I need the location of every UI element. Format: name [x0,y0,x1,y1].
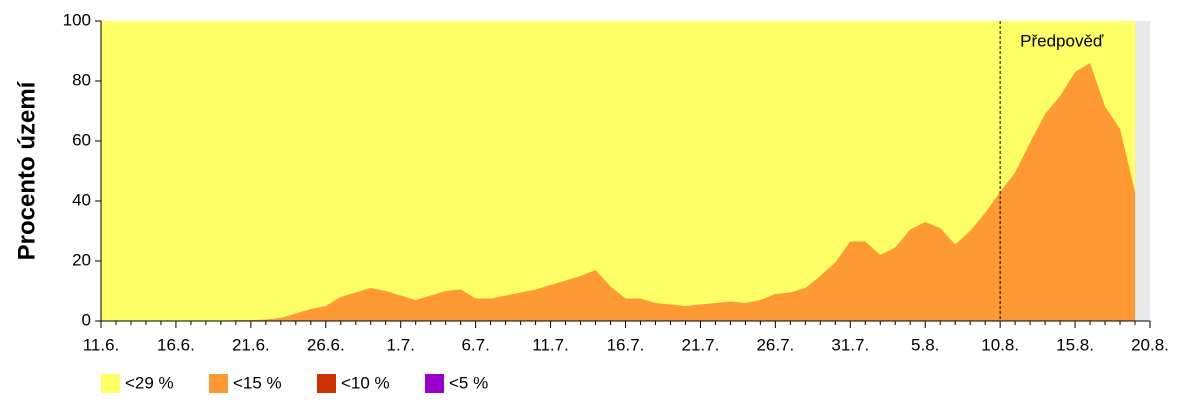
x-tick-label: 10.8. [981,335,1019,354]
legend-swatch [425,374,444,393]
x-tick-label: 1.7. [387,335,415,354]
y-tick-label: 0 [82,310,91,329]
x-tick-label: 5.8. [911,335,939,354]
y-tick-label: 80 [72,70,91,89]
y-tick-label: 20 [72,250,91,269]
area [101,21,1136,321]
x-tick-label: 11.7. [532,335,569,354]
forecast-label: Předpověď [1020,31,1104,50]
legend-swatch [317,374,336,393]
legend-label: <5 % [449,373,488,392]
x-tick-label: 31.7. [831,335,869,354]
y-tick-label: 60 [72,130,91,149]
area [101,63,1136,321]
x-tick-label: 21.6. [232,335,270,354]
y-tick-label: 40 [72,190,91,209]
x-tick-label: 16.6. [157,335,195,354]
legend-label: <29 % [125,373,174,392]
legend-label: <10 % [341,373,390,392]
x-tick-label: 26.7. [756,335,794,354]
x-tick-label: 26.6. [307,335,345,354]
legend-swatch [209,374,228,393]
x-tick-label: 15.8. [1056,335,1094,354]
y-tick-label: 100 [63,10,91,29]
x-tick-label: 16.7. [607,335,645,354]
x-tick-label: 11.6. [83,335,120,354]
y-axis-label: Procento území [13,80,40,260]
legend-label: <15 % [233,373,282,392]
legend-swatch [101,374,120,393]
x-tick-label: 6.7. [461,335,489,354]
x-tick-label: 21.7. [682,335,720,354]
x-tick-label: 20.8. [1131,335,1169,354]
